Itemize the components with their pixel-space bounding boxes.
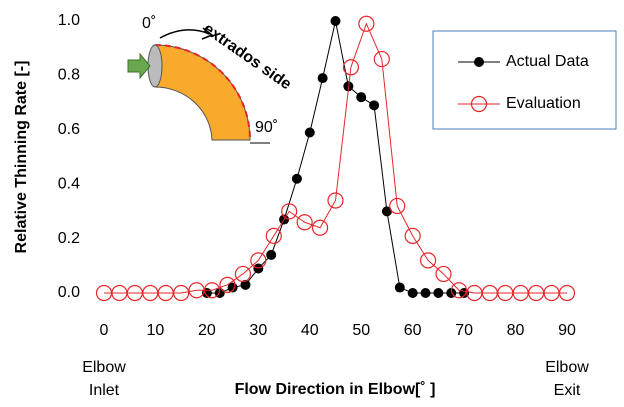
- inlet-label: Elbow: [82, 359, 126, 376]
- angle-end: 90˚: [255, 119, 278, 136]
- legend-marker: [474, 57, 484, 67]
- data-point: [331, 16, 341, 26]
- data-point: [318, 73, 328, 83]
- data-point: [369, 100, 379, 110]
- y-tick-label: 0.0: [58, 284, 80, 301]
- data-point: [253, 264, 263, 274]
- x-tick-label: 0: [100, 322, 109, 339]
- y-axis-label: Relative Thinning Rate [-]: [13, 61, 30, 254]
- y-tick-label: 0.2: [58, 230, 80, 247]
- x-tick-label: 40: [301, 322, 319, 339]
- exit-label: Exit: [554, 382, 581, 399]
- inlet-label: Inlet: [89, 382, 120, 399]
- flow-arrow: [128, 54, 150, 78]
- page: {"chart_data": {"type": "line", "x_label…: [0, 0, 624, 407]
- x-tick-label: 30: [249, 322, 267, 339]
- x-tick-label: 70: [455, 322, 473, 339]
- x-tick-label: 50: [352, 322, 370, 339]
- elbow-pipe: [155, 45, 250, 140]
- x-tick-label: 60: [404, 322, 422, 339]
- x-tick-label: 20: [198, 322, 216, 339]
- data-point: [305, 128, 315, 138]
- data-point: [266, 250, 276, 260]
- legend-label: Actual Data: [506, 53, 589, 70]
- data-point: [292, 174, 302, 184]
- data-point: [408, 288, 418, 298]
- exit-label: Elbow: [545, 359, 589, 376]
- x-tick-label: 80: [507, 322, 525, 339]
- elbow-diagram: [128, 28, 270, 143]
- y-tick-label: 0.4: [58, 175, 80, 192]
- legend-box: [433, 31, 616, 129]
- y-tick-label: 0.6: [58, 121, 80, 138]
- data-point: [433, 288, 443, 298]
- y-tick-label: 0.8: [58, 67, 80, 84]
- x-tick-label: 90: [558, 322, 576, 339]
- data-point: [356, 92, 366, 102]
- data-point: [395, 283, 405, 293]
- angle-start: 0˚: [142, 15, 156, 32]
- chart: 0˚ extrados side 90˚ Elbow Inlet Elbow E…: [0, 0, 624, 407]
- x-tick-label: 10: [147, 322, 165, 339]
- x-axis-label: Flow Direction in Elbow[˚ ]: [235, 381, 436, 398]
- legend-label: Evaluation: [506, 95, 581, 112]
- data-point: [421, 288, 431, 298]
- y-tick-label: 1.0: [58, 12, 80, 29]
